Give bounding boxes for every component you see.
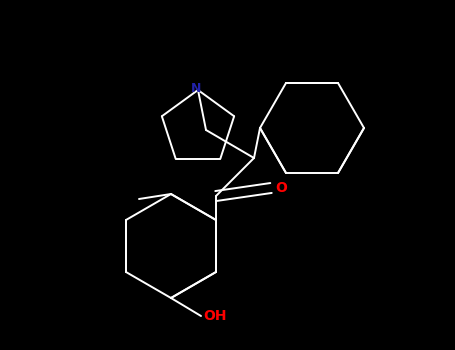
- Text: O: O: [275, 181, 287, 195]
- Text: OH: OH: [203, 309, 227, 323]
- Text: N: N: [191, 83, 201, 96]
